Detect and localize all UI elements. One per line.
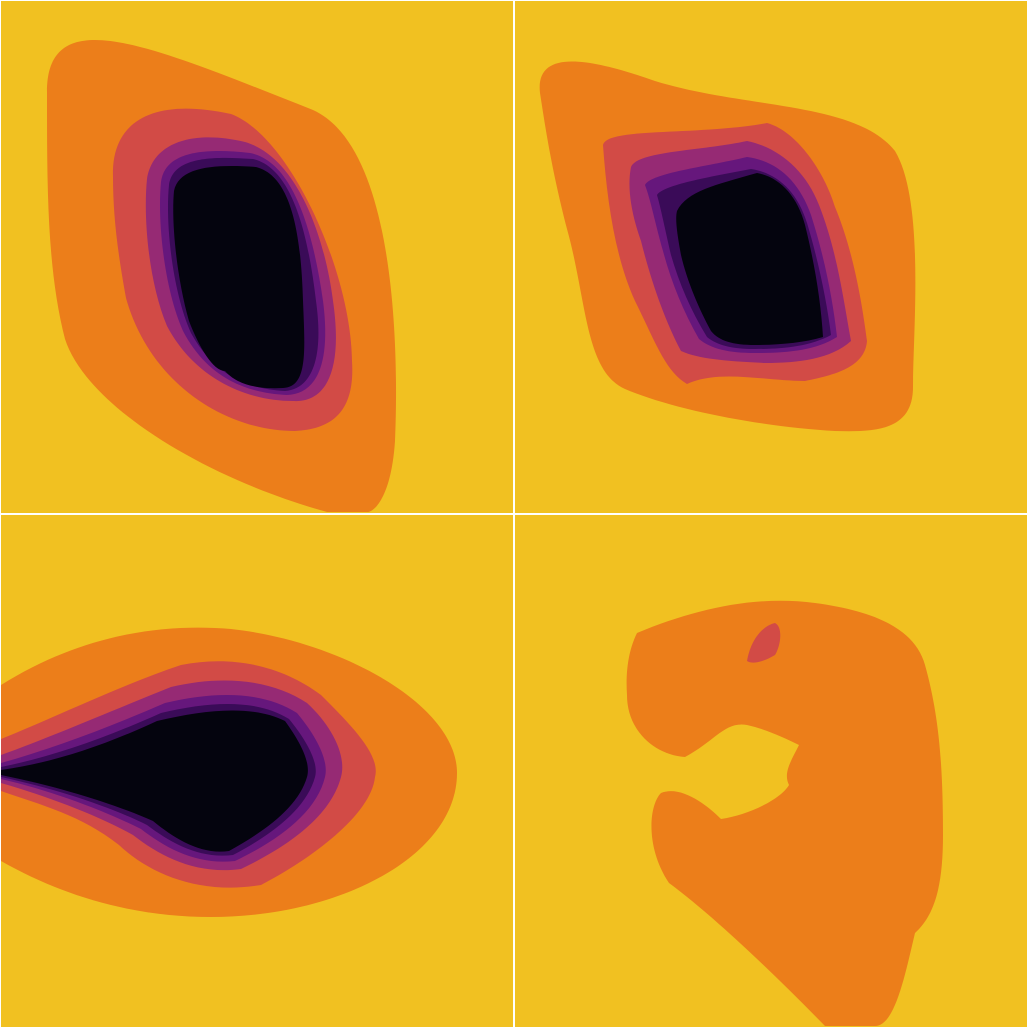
contour-level-6 <box>1 710 308 852</box>
heatmap-panel-top-left <box>1 1 513 513</box>
heatmap-panel-bottom-left <box>1 515 513 1027</box>
heatmap-plot-bottom-left <box>1 515 513 1027</box>
heatmap-plot-bottom-right <box>515 515 1027 1027</box>
contour-level-6 <box>676 173 823 345</box>
contour-level-1 <box>626 600 943 1026</box>
heatmap-plot-top-left <box>1 1 513 513</box>
contour-level-6 <box>173 166 305 389</box>
heatmap-panel-bottom-right <box>515 515 1027 1027</box>
heatmap-plot-top-right <box>515 1 1027 513</box>
heatmap-panel-top-right <box>515 1 1027 513</box>
contour-level-2 <box>747 623 781 663</box>
